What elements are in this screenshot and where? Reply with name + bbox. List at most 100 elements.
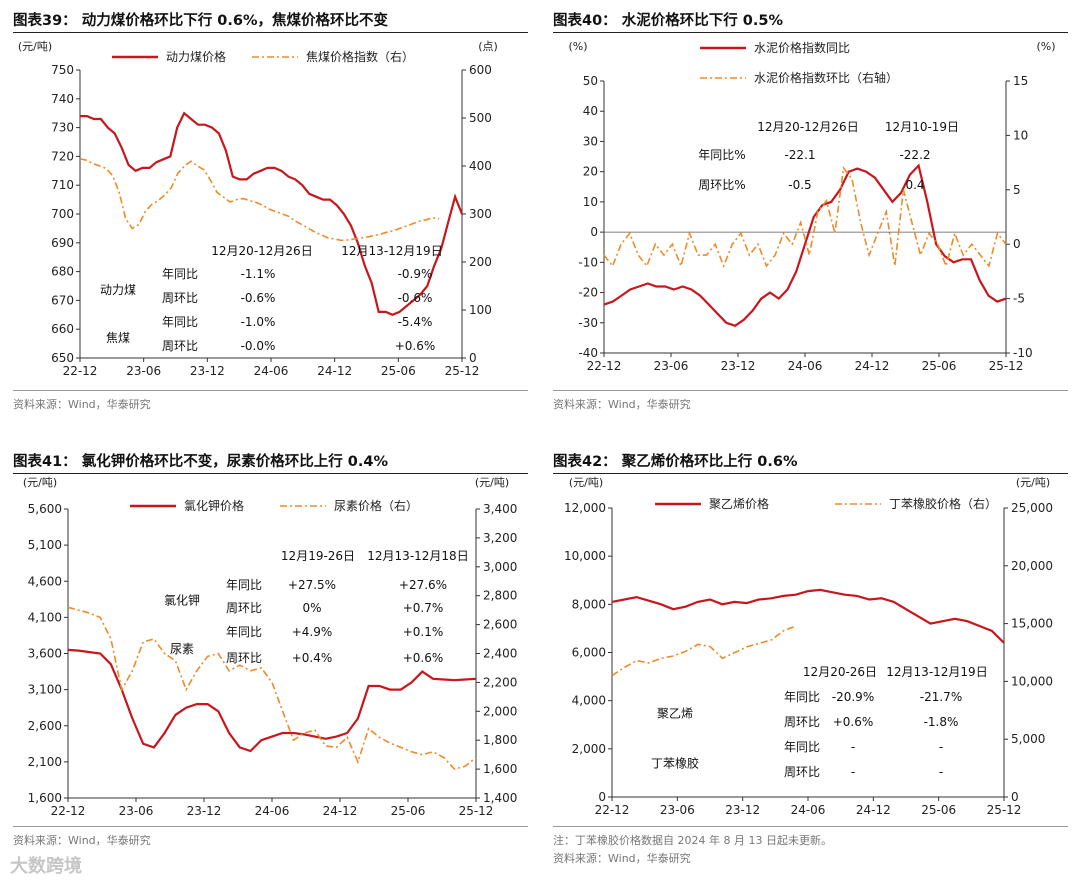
y-tick-label-right: 0 [469, 351, 477, 365]
y-tick-label-right: 5,000 [1011, 732, 1045, 746]
table-value: -1.0% [241, 315, 276, 329]
table-value: -20.9% [832, 690, 874, 704]
table-value: -5.4% [398, 315, 433, 329]
y-tick-label-right: 2,400 [483, 647, 517, 661]
y-axis-left-label: (元/吨) [569, 476, 603, 489]
x-tick-label: 24-12 [317, 364, 352, 378]
x-tick-label: 22-12 [587, 359, 622, 373]
series-line-0 [80, 111, 464, 316]
x-tick-label: 23-06 [119, 804, 154, 818]
y-tick-label-right: 1,600 [483, 762, 517, 776]
y-tick-label-right: 200 [469, 255, 492, 269]
y-tick-label-right: -5 [1013, 292, 1025, 306]
table-row-label: 年同比 [162, 315, 198, 329]
y-tick-label-left: 4,000 [572, 694, 606, 708]
y-tick-label-right: 2,800 [483, 589, 517, 603]
x-tick-label: 24-06 [788, 359, 823, 373]
table-value: 0% [302, 601, 321, 615]
chart-title: 图表40： 水泥价格环比下行 0.5% [553, 13, 783, 29]
title-rule [13, 32, 528, 33]
x-tick-label: 25-12 [987, 803, 1022, 817]
table-row-label: 年同比% [698, 148, 745, 162]
y-tick-label-left: 20 [583, 165, 598, 179]
y-tick-label-right: 5 [1013, 183, 1021, 197]
x-tick-label: 23-06 [126, 364, 161, 378]
y-tick-label-right: 0 [1013, 237, 1021, 251]
table-value: 0.4 [905, 178, 924, 192]
y-axis-right-label: (%) [1036, 40, 1055, 53]
legend-label: 聚乙烯价格 [709, 496, 769, 511]
y-tick-label-right: 2,200 [483, 675, 517, 689]
y-axis-right-label: (点) [478, 40, 498, 53]
y-tick-label-left: 1,600 [28, 791, 62, 805]
y-axis-left-label: (%) [568, 40, 587, 53]
y-axis-right-label: (元/吨) [475, 476, 509, 489]
table-value: -1.8% [924, 715, 959, 729]
y-tick-label-left: 660 [51, 322, 74, 336]
table-row-label: 周环比 [226, 601, 262, 615]
y-tick-label-right: 3,400 [483, 502, 517, 516]
table-row-label: 年同比 [784, 740, 820, 754]
x-tick-label: 23-06 [660, 803, 695, 817]
x-tick-label: 23-06 [654, 359, 689, 373]
series-line-1 [79, 158, 440, 242]
y-tick-label-left: 5,100 [28, 538, 62, 552]
x-tick-label: 25-12 [989, 359, 1024, 373]
chart-title: 图表41： 氯化钾价格环比不变，尿素价格环比上行 0.4% [13, 454, 388, 470]
table-group-label: 丁苯橡胶 [651, 756, 699, 771]
chart-panel-40: 图表40： 水泥价格环比下行 0.5% (%) (%) -40 -30 -20 -10 0 1… [540, 0, 1080, 441]
y-tick-label-left: 8,000 [572, 597, 606, 611]
table-value: -0.0% [241, 339, 276, 353]
y-tick-label-right: -10 [1013, 346, 1033, 360]
table-value: -21.7% [920, 690, 962, 704]
y-tick-label-right: 1,400 [483, 791, 517, 805]
table-value: +0.6% [403, 651, 444, 665]
chart-title: 图表39： 动力煤价格环比下行 0.6%，焦煤价格环比不变 [13, 13, 388, 29]
y-tick-label-right: 400 [469, 159, 492, 173]
y-tick-label-right: 300 [469, 207, 492, 221]
y-tick-label-left: 2,600 [28, 719, 62, 733]
x-tick-label: 24-06 [255, 804, 290, 818]
table-value: - [939, 740, 943, 754]
legend-label: 水泥价格指数环比（右轴） [754, 70, 898, 85]
y-tick-label-left: 2,000 [572, 742, 606, 756]
x-tick-label: 24-12 [855, 359, 890, 373]
y-tick-label-left: 50 [583, 74, 598, 88]
y-tick-label-left: 750 [51, 63, 74, 77]
y-tick-label-left: 700 [51, 207, 74, 221]
table-header: 12月10-19日 [885, 120, 959, 134]
y-tick-label-left: 670 [51, 293, 74, 307]
y-tick-label-left: 720 [51, 149, 74, 163]
source-rule [553, 826, 1068, 827]
table-row-label: 周环比 [784, 765, 820, 779]
y-tick-label-right: 2,000 [483, 704, 517, 718]
y-tick-label-left: 740 [51, 92, 74, 106]
y-tick-label-right: 1,800 [483, 733, 517, 747]
y-tick-label-left: 4,100 [28, 610, 62, 624]
polyethylene-chart: (元/吨) (元/吨) 0 2,000 4,000 6,000 8,000 10,000 12,… [564, 476, 1053, 817]
table-header: 12月19-26日 [281, 549, 355, 563]
title-rule [553, 32, 1068, 33]
table-value: -1.1% [241, 267, 276, 281]
y-tick-label-right: 15,000 [1011, 617, 1053, 631]
chart-title: 图表42： 聚乙烯价格环比上行 0.6% [553, 454, 798, 470]
series-line-1 [603, 166, 1007, 269]
x-tick-label: 25-12 [445, 364, 480, 378]
legend-label: 丁苯橡胶价格（右） [889, 496, 997, 511]
table-value: - [851, 765, 855, 779]
series-line-1 [611, 625, 797, 677]
x-tick-label: 22-12 [595, 803, 630, 817]
y-tick-label-left: 0 [590, 225, 598, 239]
table-value: -22.2 [899, 148, 930, 162]
y-tick-label-left: -10 [578, 255, 598, 269]
y-tick-label-left: 40 [583, 104, 598, 118]
table-row-label: 周环比 [784, 715, 820, 729]
table-value: +27.5% [288, 578, 336, 592]
cement-price-chart: (%) (%) -40 -30 -20 -10 0 10 20 30 40 50 -10 -5 0 5 10 15… [568, 40, 1055, 373]
table-value: +0.4% [292, 651, 333, 665]
legend-label: 水泥价格指数同比 [754, 40, 850, 55]
x-tick-label: 23-12 [725, 803, 760, 817]
source-note: 资料来源：Wind，华泰研究 [13, 398, 151, 411]
y-axis-left-label: (元/吨) [18, 40, 52, 53]
table-value: -0.6% [241, 291, 276, 305]
